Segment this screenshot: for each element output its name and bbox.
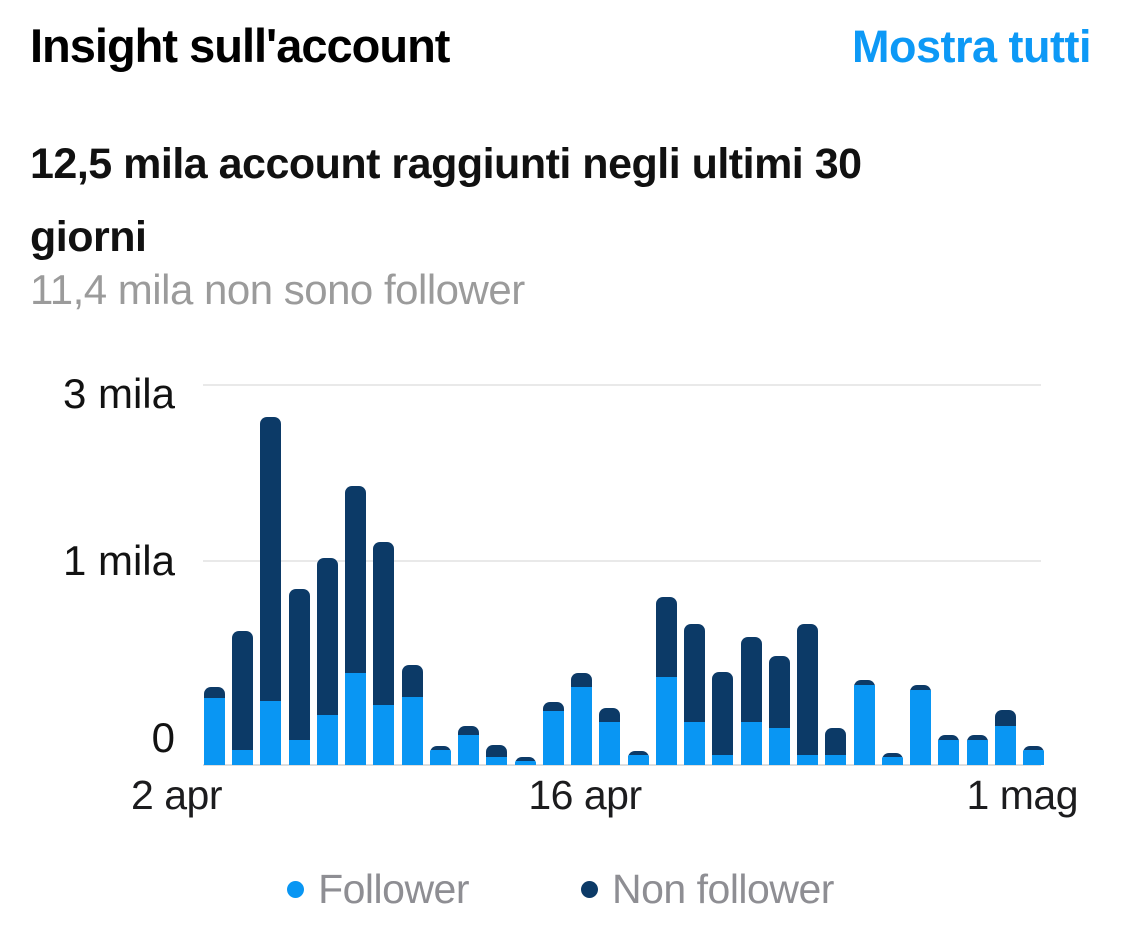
bar-follower-segment [1023, 750, 1044, 765]
legend-label-non-follower: Non follower [612, 866, 834, 912]
bar-23-apr[interactable] [797, 624, 819, 765]
header: Insight sull'account Mostra tutti [30, 18, 1091, 73]
bar-follower-segment [684, 721, 706, 765]
bar-follower-segment [429, 750, 451, 765]
bar-3-apr[interactable] [232, 631, 254, 765]
bar-6-apr[interactable] [316, 558, 338, 765]
bar-follower-segment [514, 760, 536, 765]
reach-headline-line2: giorni [30, 213, 147, 261]
page-title: Insight sull'account [30, 19, 450, 72]
bar-follower-segment [373, 705, 395, 765]
bar-19-apr[interactable] [684, 624, 706, 765]
y-tick-0: 0 [151, 714, 175, 761]
bar-27-apr[interactable] [910, 685, 932, 765]
bar-22-apr[interactable] [768, 656, 790, 765]
bar-12-apr[interactable] [486, 744, 508, 765]
bar-28-apr[interactable] [938, 734, 960, 765]
y-tick-3000: 3 mila [62, 370, 175, 417]
non-follower-dot-icon [581, 881, 599, 898]
bar-13-apr[interactable] [514, 757, 536, 765]
bar-17-apr[interactable] [627, 750, 649, 765]
bar-16-apr[interactable] [599, 708, 621, 765]
bar-1-mag[interactable] [1023, 746, 1044, 765]
bar-follower-segment [655, 677, 677, 765]
gridline-1000 [203, 560, 1041, 562]
bar-20-apr[interactable] [712, 672, 734, 765]
bar-follower-segment [825, 754, 847, 765]
bar-follower-segment [486, 757, 508, 765]
plot-area [204, 385, 1044, 765]
bar-follower-segment [571, 686, 593, 765]
bar-follower-segment [599, 721, 621, 765]
bar-follower-segment [260, 700, 282, 765]
bar-follower-segment [966, 739, 988, 765]
x-tick-2apr: 2 apr [131, 772, 222, 818]
bar-26-apr[interactable] [881, 752, 903, 765]
bar-follower-segment [938, 739, 960, 765]
bar-follower-segment [401, 696, 423, 765]
bar-follower-segment [740, 721, 762, 765]
bar-follower-segment [910, 690, 932, 765]
follower-dot-icon [287, 881, 305, 898]
legend-label-follower: Follower [318, 866, 470, 912]
bar-follower-segment [881, 757, 903, 765]
bar-4-apr[interactable] [260, 416, 282, 765]
bar-follower-segment [316, 714, 338, 765]
bar-follower-segment [627, 754, 649, 765]
non-follower-subheadline: 11,4 mila non sono follower [30, 266, 525, 313]
y-tick-1000: 1 mila [62, 537, 175, 584]
reach-headline: 12,5 mila account raggiunti negli ultimi… [30, 128, 1100, 274]
bar-follower-segment [458, 734, 480, 765]
bar-follower-segment [204, 698, 225, 765]
bar-7-apr[interactable] [345, 485, 367, 765]
bar-8-apr[interactable] [373, 542, 395, 765]
bar-15-apr[interactable] [571, 673, 593, 765]
bar-follower-segment [288, 739, 310, 765]
bar-11-apr[interactable] [458, 725, 480, 765]
bar-2-apr[interactable] [204, 686, 225, 765]
bar-follower-segment [712, 754, 734, 765]
axis-baseline [203, 764, 1041, 766]
bar-follower-segment [542, 711, 564, 765]
bar-29-apr[interactable] [966, 734, 988, 765]
bar-10-apr[interactable] [429, 746, 451, 765]
bar-24-apr[interactable] [825, 727, 847, 765]
bar-9-apr[interactable] [401, 664, 423, 765]
bar-follower-segment [232, 750, 254, 765]
x-tick-1mag: 1 mag [966, 772, 1079, 818]
bar-18-apr[interactable] [655, 597, 677, 765]
bar-follower-segment [797, 754, 819, 765]
show-all-link[interactable]: Mostra tutti [852, 21, 1091, 72]
bar-14-apr[interactable] [542, 702, 564, 765]
bar-25-apr[interactable] [853, 679, 875, 765]
legend-item-non-follower: Non follower [581, 866, 834, 913]
bar-follower-segment [768, 727, 790, 765]
bar-5-apr[interactable] [288, 589, 310, 765]
x-tick-16apr: 16 apr [528, 772, 642, 818]
chart-legend: Follower Non follower [0, 866, 1121, 913]
bar-30-apr[interactable] [994, 709, 1016, 765]
bar-follower-segment [994, 725, 1016, 765]
bar-follower-segment [853, 685, 875, 765]
bar-follower-segment [345, 673, 367, 765]
legend-item-follower: Follower [287, 866, 470, 913]
gridline-3000 [203, 384, 1041, 386]
reach-headline-line1: 12,5 mila account raggiunti negli ultimi… [30, 140, 862, 188]
bar-21-apr[interactable] [740, 636, 762, 765]
